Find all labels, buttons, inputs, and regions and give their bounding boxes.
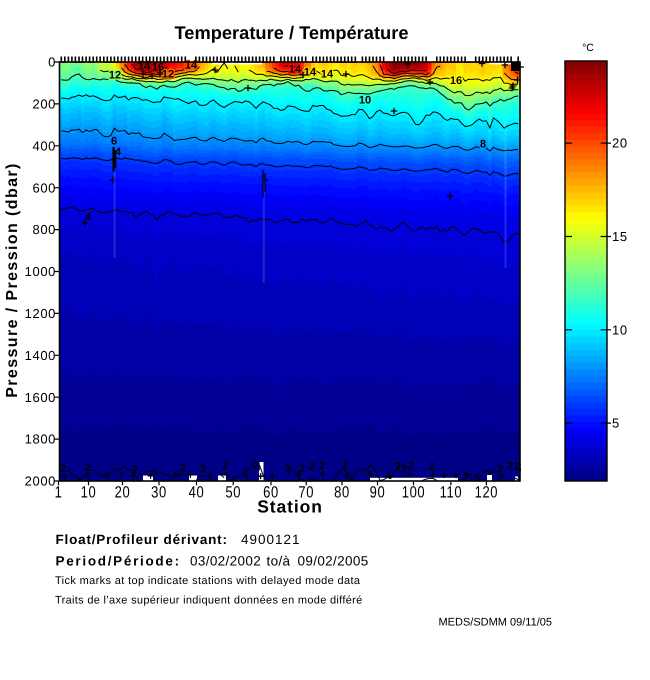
svg-text:30: 30 — [151, 482, 167, 501]
svg-text:1600: 1600 — [25, 390, 56, 405]
svg-text:16: 16 — [450, 75, 462, 87]
svg-text:2: 2 — [342, 460, 348, 472]
svg-text:1000: 1000 — [25, 264, 56, 279]
svg-text:2: 2 — [507, 461, 513, 473]
svg-text:14: 14 — [138, 61, 151, 73]
svg-text:15: 15 — [612, 229, 628, 244]
svg-text:Float/Profileur dérivant:49001: Float/Profileur dérivant: 4900121 — [56, 532, 301, 547]
svg-text:2: 2 — [319, 460, 325, 472]
svg-text:14: 14 — [304, 67, 317, 79]
svg-text:2: 2 — [180, 462, 186, 474]
svg-text:2000: 2000 — [25, 474, 56, 489]
svg-text:Pressure / Pression (dbar): Pressure / Pression (dbar) — [4, 162, 21, 398]
svg-text:8: 8 — [480, 139, 486, 151]
svg-text:1200: 1200 — [25, 306, 56, 321]
svg-text:4: 4 — [85, 212, 92, 224]
svg-text:2: 2 — [514, 461, 520, 473]
svg-text:10: 10 — [81, 482, 97, 501]
svg-text:60: 60 — [263, 482, 279, 501]
svg-text:10: 10 — [359, 95, 371, 107]
svg-text:2: 2 — [429, 461, 435, 473]
svg-text:1: 1 — [55, 482, 63, 501]
svg-text:10: 10 — [612, 322, 628, 337]
svg-text:80: 80 — [334, 482, 350, 501]
svg-text:2: 2 — [132, 464, 138, 476]
svg-text:2: 2 — [85, 462, 91, 474]
svg-text:Tick marks at top indicate sta: Tick marks at top indicate stations with… — [55, 575, 361, 587]
svg-text:120: 120 — [475, 482, 499, 501]
svg-text:40: 40 — [189, 482, 205, 501]
svg-text:110: 110 — [440, 482, 463, 501]
svg-text:2: 2 — [60, 463, 66, 475]
svg-text:0: 0 — [48, 55, 56, 70]
svg-text:2: 2 — [395, 461, 401, 473]
svg-text:6: 6 — [111, 136, 117, 148]
svg-text:90: 90 — [370, 482, 386, 501]
svg-text:2: 2 — [497, 463, 503, 475]
svg-text:100: 100 — [402, 482, 426, 501]
svg-text:°C: °C — [582, 42, 594, 54]
svg-text:600: 600 — [33, 180, 57, 195]
svg-text:800: 800 — [33, 222, 57, 237]
svg-text:2: 2 — [253, 460, 259, 472]
svg-text:14: 14 — [321, 69, 334, 81]
svg-text:20: 20 — [612, 136, 628, 151]
svg-text:2: 2 — [222, 460, 228, 472]
svg-text:400: 400 — [33, 138, 57, 153]
svg-text:1400: 1400 — [25, 348, 56, 363]
svg-text:2: 2 — [299, 463, 305, 475]
svg-text:Temperature / Température: Temperature / Température — [174, 22, 408, 43]
svg-text:200: 200 — [33, 97, 57, 112]
svg-text:MEDS/SDMM 09/11/05: MEDS/SDMM 09/11/05 — [439, 617, 553, 629]
svg-text:5: 5 — [612, 416, 620, 431]
svg-text:Station: Station — [257, 497, 323, 517]
svg-text:20: 20 — [115, 482, 131, 501]
svg-text:12: 12 — [109, 70, 121, 82]
svg-text:14: 14 — [289, 64, 302, 76]
svg-text:2: 2 — [309, 461, 315, 473]
svg-text:1800: 1800 — [25, 432, 56, 447]
svg-text:2: 2 — [200, 464, 206, 476]
svg-text:12: 12 — [162, 69, 174, 81]
svg-text:2: 2 — [285, 464, 291, 476]
svg-text:16: 16 — [152, 62, 164, 74]
svg-text:2: 2 — [408, 461, 414, 473]
svg-text:70: 70 — [298, 482, 314, 501]
svg-text:4: 4 — [115, 147, 122, 159]
svg-text:2: 2 — [401, 464, 407, 476]
svg-text:50: 50 — [225, 482, 241, 501]
svg-text:Traits de l’axe supérieur indi: Traits de l’axe supérieur indiquent donn… — [55, 595, 363, 607]
